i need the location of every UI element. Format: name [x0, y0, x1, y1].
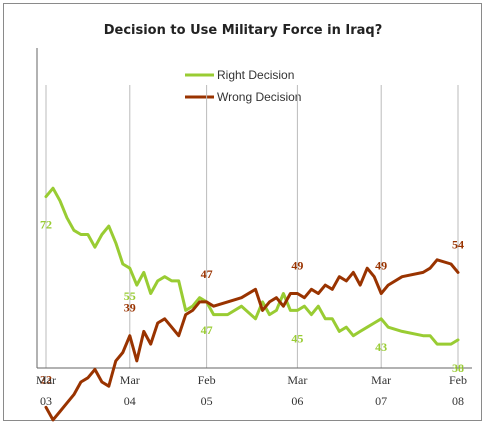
- data-label: 45: [291, 331, 303, 345]
- x-tick-month: Feb: [449, 373, 467, 387]
- legend-label-wrong-decision: Wrong Decision: [217, 90, 301, 104]
- data-label: 49: [375, 259, 387, 273]
- data-label: 55: [124, 289, 136, 303]
- x-tick-year: 06: [291, 394, 303, 408]
- x-tick-year: 03: [40, 394, 52, 408]
- data-label: 22: [40, 372, 52, 386]
- series-line-wrong-decision: [44, 258, 460, 422]
- chart-frame: [3, 3, 482, 421]
- series-layer: [44, 186, 460, 422]
- x-tick-year: 07: [375, 394, 387, 408]
- x-tick-month: Mar: [36, 373, 56, 387]
- series-line-right-decision: [44, 186, 460, 346]
- x-tick-month: Mar: [287, 373, 307, 387]
- legend-label-right-decision: Right Decision: [217, 68, 294, 82]
- axes: [36, 48, 472, 369]
- data-label: 39: [124, 301, 136, 315]
- x-tick-year: 08: [452, 394, 464, 408]
- x-tick-year: 05: [201, 394, 213, 408]
- reference-lines: [45, 85, 459, 368]
- legend: Right Decision Wrong Decision: [185, 68, 301, 104]
- data-label: 54: [452, 237, 464, 251]
- data-label: 49: [291, 259, 303, 273]
- data-labels: 72 55 47 45 43 38 22 39 47 49 49 54: [40, 218, 464, 387]
- x-tick-labels: Mar 03 Mar 04 Feb 05 Mar 06 Mar 07 Feb 08: [36, 373, 467, 408]
- x-tick-month: Feb: [198, 373, 216, 387]
- x-tick-month: Mar: [120, 373, 140, 387]
- data-label: 47: [201, 267, 213, 281]
- chart-title: Decision to Use Military Force in Iraq?: [104, 23, 383, 38]
- data-label: 72: [40, 218, 52, 232]
- x-tick-month: Mar: [371, 373, 391, 387]
- x-tick-year: 04: [124, 394, 136, 408]
- data-label: 38: [452, 361, 464, 375]
- data-label: 47: [201, 323, 213, 337]
- data-label: 43: [375, 340, 387, 354]
